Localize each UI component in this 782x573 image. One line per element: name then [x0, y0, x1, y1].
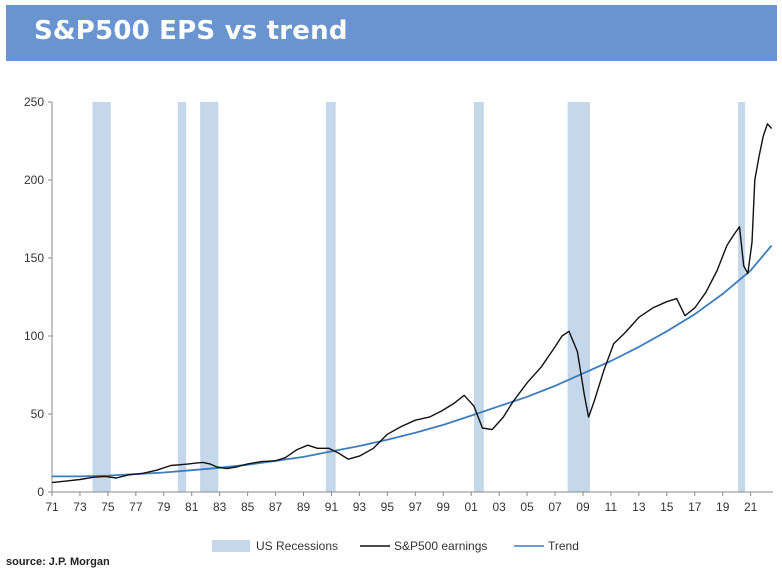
recession-band-3 — [325, 102, 336, 492]
title-bar: S&P500 EPS vs trend — [6, 5, 777, 61]
y-tick-label: 200 — [24, 173, 44, 187]
x-tick-label: 73 — [73, 500, 87, 514]
x-tick-label: 81 — [185, 500, 199, 514]
recession-band-2 — [200, 102, 219, 492]
x-tick-label: 97 — [409, 500, 423, 514]
x-tick-label: 05 — [520, 500, 534, 514]
x-tick-label: 79 — [157, 500, 171, 514]
legend-swatch-recessions — [212, 540, 250, 552]
x-tick-label: 71 — [45, 500, 59, 514]
recession-band-4 — [473, 102, 484, 492]
x-tick-label: 83 — [213, 500, 227, 514]
trend-line — [52, 244, 773, 478]
x-tick-label: 95 — [381, 500, 395, 514]
x-tick-label: 77 — [129, 500, 143, 514]
page-title: S&P500 EPS vs trend — [34, 16, 348, 46]
x-tick-label: 89 — [297, 500, 311, 514]
y-ticks: 0 50 100 150 200 250 — [24, 95, 52, 499]
earnings-line — [51, 123, 773, 484]
y-tick-label: 150 — [24, 251, 44, 265]
x-tick-label: 11 — [605, 500, 618, 514]
recession-band-1 — [177, 102, 187, 492]
y-tick-label: 50 — [31, 407, 45, 421]
x-tick-label: 03 — [492, 500, 506, 514]
legend-label: Trend — [548, 539, 579, 553]
x-tick-label: 99 — [437, 500, 451, 514]
legend-label: S&P500 earnings — [394, 539, 487, 553]
legend: US Recessions S&P500 earnings Trend — [212, 539, 579, 553]
recession-bands — [92, 102, 746, 492]
x-tick-label: 85 — [241, 500, 255, 514]
recession-band-6 — [738, 102, 746, 492]
source-note: source: J.P. Morgan — [6, 556, 110, 568]
x-tick-label: 13 — [632, 500, 646, 514]
x-tick-label: 75 — [101, 500, 115, 514]
y-tick-label: 250 — [24, 95, 44, 109]
x-tick-label: 15 — [660, 500, 674, 514]
x-tick-label: 87 — [269, 500, 283, 514]
x-tick-label: 09 — [576, 500, 590, 514]
x-tick-label: 01 — [465, 500, 479, 514]
legend-label: US Recessions — [256, 539, 338, 553]
x-tick-label: 91 — [325, 500, 339, 514]
recession-band-5 — [567, 102, 590, 492]
x-tick-label: 17 — [688, 500, 702, 514]
x-tick-label: 93 — [353, 500, 367, 514]
series-lines — [51, 123, 773, 484]
x-tick-label: 21 — [744, 500, 758, 514]
y-tick-label: 0 — [37, 485, 44, 499]
x-ticks: 71 73 75 77 79 81 83 85 87 89 91 93 95 97 99 01 03 05 07 09… — [45, 492, 758, 514]
recession-band-0 — [92, 102, 111, 492]
axes — [51, 102, 773, 493]
x-tick-label: 07 — [548, 500, 562, 514]
x-tick-label: 19 — [716, 500, 730, 514]
y-tick-label: 100 — [24, 329, 44, 343]
